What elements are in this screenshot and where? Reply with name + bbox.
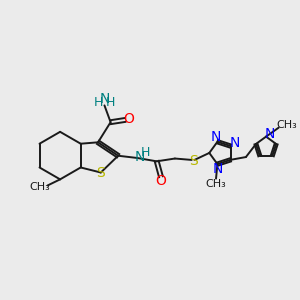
Text: CH₃: CH₃ (276, 120, 297, 130)
Text: S: S (189, 154, 197, 168)
Text: H: H (141, 146, 150, 159)
Text: N: N (212, 162, 223, 176)
Text: N: N (265, 128, 275, 141)
Text: N: N (99, 92, 110, 106)
Text: N: N (135, 150, 145, 164)
Text: S: S (96, 166, 105, 180)
Text: O: O (155, 175, 167, 188)
Text: CH₃: CH₃ (29, 182, 50, 192)
Text: CH₃: CH₃ (206, 179, 226, 189)
Text: O: O (123, 112, 134, 126)
Text: N: N (211, 130, 221, 144)
Text: H: H (94, 96, 103, 109)
Text: N: N (229, 136, 240, 150)
Text: H: H (106, 96, 115, 109)
